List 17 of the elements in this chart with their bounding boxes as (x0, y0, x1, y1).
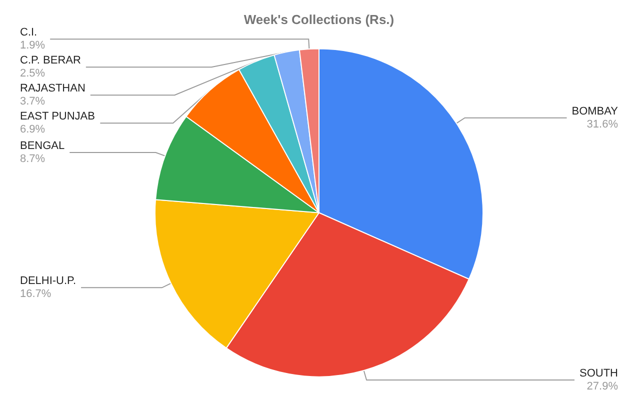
data-label: 1.9% (20, 40, 46, 52)
slice-label: DELHI-U.P. (20, 275, 76, 288)
slice-label: BENGAL (20, 140, 65, 152)
data-label: 3.7% (20, 96, 46, 108)
slice-label: BOMBAY (572, 105, 619, 118)
chart-title: Week's Collections (Rs.) (244, 12, 394, 27)
data-label: 8.7% (20, 152, 46, 165)
slice-label: RAJASTHAN (20, 82, 86, 95)
data-label: 27.9% (586, 380, 618, 392)
slice-label: C.I. (20, 26, 38, 39)
data-label: 31.6% (586, 118, 618, 130)
slice-label: EAST PUNJAB (20, 110, 95, 123)
data-label: 6.9% (20, 124, 46, 136)
slice-label: SOUTH (580, 368, 618, 380)
data-label: 16.7% (20, 288, 52, 300)
data-label: 2.5% (20, 68, 46, 80)
slice-label: C.P. BERAR (20, 54, 81, 67)
